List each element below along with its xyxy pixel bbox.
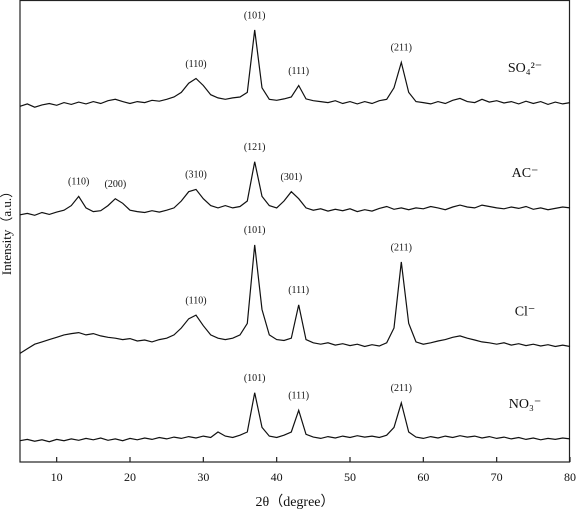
x-tick-label: 50 bbox=[344, 470, 356, 484]
peak-label: (310) bbox=[185, 170, 207, 181]
series-label: AC⁻ bbox=[512, 166, 539, 181]
x-tick-label: 10 bbox=[51, 470, 63, 484]
peak-label: (211) bbox=[391, 43, 412, 54]
peak-label: (101) bbox=[244, 373, 266, 384]
peak-label: (110) bbox=[185, 295, 206, 306]
x-tick-label: 30 bbox=[197, 470, 209, 484]
series-label: SO₄²⁻ bbox=[508, 61, 542, 76]
peak-label: (111) bbox=[288, 391, 309, 402]
peak-label: (200) bbox=[104, 179, 126, 190]
spectrum-line bbox=[19, 29, 571, 108]
x-tick-label: 70 bbox=[491, 470, 503, 484]
x-tick-label: 60 bbox=[417, 470, 429, 484]
series-label: NO₃⁻ bbox=[509, 397, 542, 412]
peak-label: (101) bbox=[244, 225, 266, 236]
peak-label: (111) bbox=[288, 285, 309, 296]
series-label: Cl⁻ bbox=[515, 305, 536, 320]
peak-label: (211) bbox=[391, 383, 412, 394]
peak-label: (111) bbox=[288, 66, 309, 77]
x-tick-label: 80 bbox=[564, 470, 576, 484]
x-axis-label: 2θ（degree） bbox=[255, 494, 334, 510]
peak-label: (110) bbox=[185, 59, 206, 70]
y-axis-label: Intensity（a.u.） bbox=[0, 185, 14, 275]
spectrum-line bbox=[19, 244, 571, 354]
peak-label: (301) bbox=[280, 172, 302, 183]
spectrum-line bbox=[19, 161, 571, 216]
peak-label: (211) bbox=[391, 242, 412, 253]
x-tick-label: 40 bbox=[271, 470, 283, 484]
peak-label: (121) bbox=[244, 142, 266, 153]
peak-label: (110) bbox=[68, 177, 89, 188]
spectrum-line bbox=[19, 392, 571, 443]
plot-frame bbox=[19, 0, 571, 463]
peak-label: (101) bbox=[244, 10, 266, 21]
x-tick-label: 20 bbox=[124, 470, 136, 484]
